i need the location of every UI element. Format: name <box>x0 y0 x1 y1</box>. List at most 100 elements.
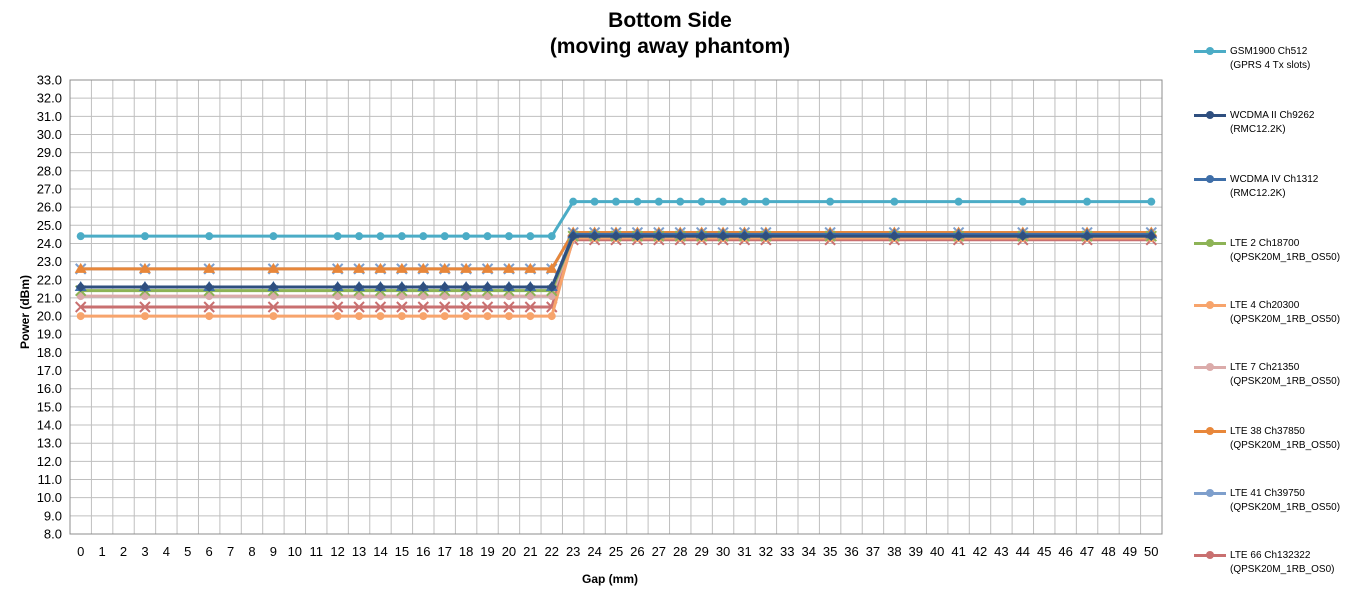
legend-marker-icon <box>1206 427 1214 435</box>
series-5-point <box>504 312 513 321</box>
x-tick-label: 11 <box>309 544 323 559</box>
series-7-point <box>74 262 87 273</box>
series-1-point <box>440 232 449 241</box>
series-1-point <box>1083 197 1092 206</box>
series-1-point <box>697 197 706 206</box>
series-7-point <box>138 262 151 273</box>
series-1-point <box>590 197 599 206</box>
legend-label: LTE 2 Ch18700 <box>1230 238 1300 249</box>
x-tick-label: 0 <box>77 544 84 559</box>
legend-marker-icon <box>1206 301 1214 309</box>
legend-marker-icon <box>1206 239 1214 247</box>
series-1-point <box>269 232 278 241</box>
series-6-point <box>76 292 85 301</box>
series-1-point <box>547 232 556 241</box>
x-tick-label: 4 <box>163 544 170 559</box>
y-tick-label: 26.0 <box>37 200 62 215</box>
series-2-point <box>589 231 600 242</box>
series-2-point <box>1082 231 1093 242</box>
legend-sublabel: (QPSK20M_1RB_OS50) <box>1230 252 1341 263</box>
y-tick-label: 14.0 <box>37 418 62 433</box>
series-1-point <box>504 232 513 241</box>
series-6-point <box>397 292 406 301</box>
series-5-point <box>333 312 342 321</box>
series-1-point <box>1147 197 1156 206</box>
series-2-point <box>568 231 579 242</box>
y-tick-label: 8.0 <box>44 527 62 542</box>
series-7-point <box>395 262 408 273</box>
series-2-point <box>268 282 279 293</box>
y-tick-label: 15.0 <box>37 399 62 414</box>
series-9-point <box>331 301 344 313</box>
series-7-point <box>481 262 494 273</box>
legend-marker-icon <box>1206 363 1214 371</box>
series-6-point <box>419 292 428 301</box>
series-9-point <box>396 301 408 313</box>
series-7-point <box>524 262 537 273</box>
series-5-point <box>205 312 214 321</box>
series-1-point <box>1018 197 1027 206</box>
series-2-point <box>889 231 900 242</box>
series-2-point <box>418 282 429 293</box>
legend-label: LTE 38 Ch37850 <box>1230 426 1305 437</box>
series-9-point <box>374 301 387 313</box>
series-1-point <box>954 197 963 206</box>
x-tick-label: 46 <box>1058 544 1072 559</box>
x-tick-label: 10 <box>288 544 302 559</box>
y-tick-label: 28.0 <box>37 163 62 178</box>
series-2-point <box>739 231 750 242</box>
series-9-point <box>481 301 494 313</box>
series-2-point <box>675 231 686 242</box>
series-7-point <box>438 262 451 273</box>
series-1-point <box>676 197 685 206</box>
x-tick-label: 5 <box>184 544 191 559</box>
series-1-point <box>355 232 364 241</box>
x-tick-label: 42 <box>973 544 987 559</box>
y-tick-label: 30.0 <box>37 127 62 142</box>
legend-label: WCDMA IV Ch1312 <box>1230 174 1319 185</box>
series-1-point <box>526 232 535 241</box>
legend-marker-icon <box>1206 111 1214 119</box>
series-6-point <box>526 292 535 301</box>
series-1-point <box>397 232 406 241</box>
x-tick-label: 44 <box>1016 544 1030 559</box>
legend-sublabel: (QPSK20M_1RB_OS50) <box>1230 502 1341 513</box>
y-tick-label: 29.0 <box>37 145 62 160</box>
series-6-point <box>440 292 449 301</box>
x-tick-label: 28 <box>673 544 687 559</box>
series-5-point <box>376 312 385 321</box>
series-6-point <box>355 292 364 301</box>
series-1-point <box>719 197 728 206</box>
series-2-point <box>503 282 514 293</box>
y-tick-label: 10.0 <box>37 490 62 505</box>
x-tick-label: 43 <box>994 544 1008 559</box>
series-1-point <box>376 232 385 241</box>
series-5-point <box>483 312 492 321</box>
legend-sublabel: (GPRS 4 Tx slots) <box>1230 60 1311 71</box>
y-tick-label: 31.0 <box>37 109 62 124</box>
series-2-point <box>439 282 450 293</box>
x-tick-label: 19 <box>480 544 494 559</box>
y-tick-label: 11.0 <box>38 472 62 487</box>
y-tick-label: 33.0 <box>37 73 62 88</box>
x-tick-label: 49 <box>1123 544 1137 559</box>
y-tick-label: 9.0 <box>44 508 62 523</box>
x-tick-label: 21 <box>523 544 537 559</box>
legend-sublabel: (QPSK20M_1RB_OS50) <box>1230 440 1341 451</box>
x-tick-label: 16 <box>416 544 430 559</box>
series-2-point <box>332 282 343 293</box>
series-6-point <box>483 292 492 301</box>
series-2-point <box>354 282 365 293</box>
y-tick-label: 24.0 <box>37 236 62 251</box>
series-5-point <box>76 312 85 321</box>
series-6-point <box>205 292 214 301</box>
series-2-point <box>396 282 407 293</box>
series-2-point <box>653 231 664 242</box>
legend-label: GSM1900 Ch512 <box>1230 46 1308 57</box>
x-tick-label: 9 <box>270 544 277 559</box>
x-tick-label: 41 <box>951 544 965 559</box>
series-1-point <box>633 197 642 206</box>
series-6-point <box>547 292 556 301</box>
x-tick-label: 13 <box>352 544 366 559</box>
